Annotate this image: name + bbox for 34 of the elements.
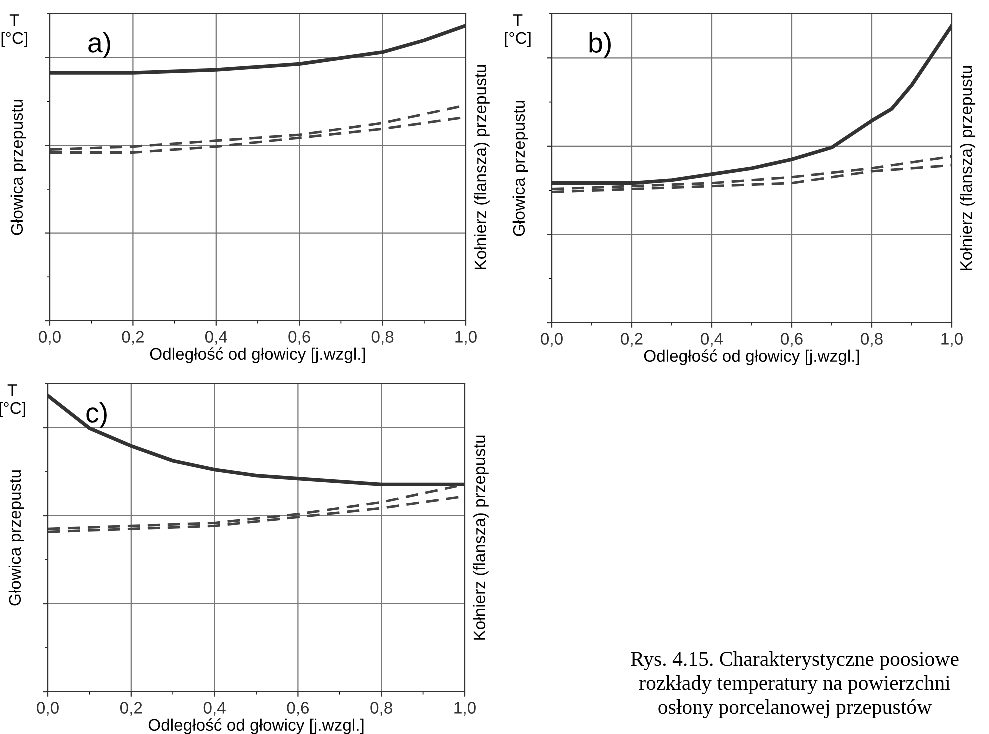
chart-title: a) bbox=[88, 32, 110, 58]
y2-axis-title: Kołnierz (flansza) przepustu bbox=[474, 65, 490, 270]
text: Rys. 4.15. Charakterystyczne poosiowe rozkłady temperatury na powierzchni osłony porcelanowej przepustów bbox=[631, 651, 959, 719]
text: T [°C] bbox=[0, 384, 26, 418]
y-axis-title: Głowica przepustu bbox=[10, 100, 26, 236]
y2-axis-title: Kołnierz (flansza) przepustu bbox=[473, 436, 489, 640]
y-axis-title: Głowica przepustu bbox=[512, 101, 528, 236]
x-tick-label: 1,0 bbox=[454, 702, 476, 716]
x-tick-label: 0,8 bbox=[861, 333, 883, 347]
x-tick-label: 0,2 bbox=[621, 333, 643, 347]
x-tick-label: 0,4 bbox=[205, 331, 228, 345]
x-tick-label: 0,8 bbox=[370, 702, 392, 716]
x-tick-label: 0,0 bbox=[37, 702, 59, 716]
text: T [°C] bbox=[505, 14, 531, 48]
x-tick-label: 0,6 bbox=[781, 333, 803, 347]
y2-axis-title: Kołnierz (flansza) przepustu bbox=[960, 66, 976, 270]
x-tick-label: 0,8 bbox=[372, 331, 394, 345]
x-tick-label: 0,2 bbox=[122, 331, 144, 345]
x-axis-title: Odległość od głowicy [j.wzgl.] bbox=[150, 348, 366, 364]
x-tick-label: 0,0 bbox=[541, 333, 563, 347]
x-axis-title: Odległość od głowicy [j.wzgl.] bbox=[644, 350, 860, 366]
text: T [°C] bbox=[2, 14, 28, 48]
x-tick-label: 0,4 bbox=[204, 702, 226, 716]
x-tick-label: 0,4 bbox=[701, 333, 724, 347]
x-tick-label: 0,2 bbox=[120, 702, 142, 716]
x-tick-label: 1,0 bbox=[456, 331, 477, 345]
x-tick-label: 0,6 bbox=[287, 702, 310, 716]
y-axis-title: Głowica przepustu bbox=[8, 470, 24, 606]
x-tick-label: 0,0 bbox=[39, 331, 61, 345]
chart-title: c) bbox=[86, 402, 107, 428]
chart-title: b) bbox=[590, 32, 611, 58]
x-axis-title: Odległość od głowicy [j.wzgl.] bbox=[148, 718, 364, 734]
x-tick-label: 1,0 bbox=[942, 333, 963, 347]
x-tick-label: 0,6 bbox=[288, 331, 310, 345]
